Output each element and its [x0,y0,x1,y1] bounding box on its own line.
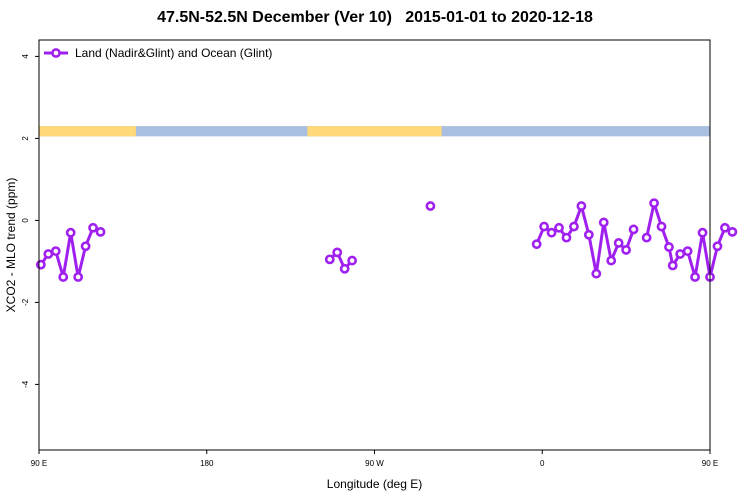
data-point-0-0-2 [50,246,61,257]
series-line-0-1 [328,250,354,271]
data-point-0-1-1 [332,247,343,258]
data-point-0-3-11 [613,238,624,248]
data-point-0-3-13 [628,224,639,235]
y-axis: 4 2 0 -2 -4 [21,54,39,388]
land-ocean-band [39,126,710,137]
data-point-0-3-10 [606,255,617,266]
x-tick-label-0: 90 E [31,459,47,468]
y-axis-title: XCO2 - MLO trend (ppm) [4,178,18,313]
data-point-0-0-3 [58,272,69,282]
y-tick-label-0: 4 [21,54,30,59]
data-point-0-4-10 [712,241,723,252]
data-point-0-2-0 [425,201,436,211]
data-point-0-4-7 [690,272,700,282]
legend-marker [51,48,61,58]
legend-entry: Land (Nadir&Glint) and Ocean (Glint) [75,46,272,60]
x-tick-label-1: 180 [200,459,214,468]
data-point-0-3-2 [546,227,557,238]
data-point-0-3-4 [561,232,572,243]
data-point-0-1-2 [339,263,350,274]
data-point-0-3-3 [554,222,564,233]
data-point-0-3-9 [598,217,609,228]
x-axis-title: Longitude (deg E) [327,477,422,491]
data-point-0-1-3 [347,255,358,266]
data-point-0-3-0 [531,239,542,250]
x-tick-label-3: 0 [540,459,545,468]
land-band-1 [307,126,442,137]
data-point-0-0-5 [73,272,84,282]
data-point-0-4-6 [682,246,693,257]
data-point-0-3-6 [576,201,587,211]
data-point-0-0-1 [43,249,54,259]
data-point-0-0-8 [95,226,106,237]
data-point-0-4-1 [649,198,659,209]
x-tick-label-4: 90 E [702,459,718,468]
x-tick-label-2: 90 W [365,459,384,468]
series-line-0-4 [645,201,734,279]
x-axis: 90 E 180 90 W 0 90 E [31,450,718,468]
data-point-0-3-12 [621,245,632,255]
y-tick-label-3: -2 [21,298,30,306]
data-point-0-4-4 [667,260,678,271]
data-point-0-4-2 [656,221,667,232]
data-point-0-4-8 [697,227,708,238]
data-point-0-0-4 [65,227,76,238]
data-point-0-0-7 [88,222,98,233]
data-point-0-1-0 [324,254,335,265]
data-point-0-4-11 [720,222,730,233]
data-point-0-3-8 [591,268,602,279]
y-tick-label-4: -4 [21,380,30,388]
data-point-0-0-6 [80,241,91,252]
chart-title: 47.5N-52.5N December (Ver 10) 2015-01-01… [157,9,593,26]
land-band-0 [39,126,136,137]
y-tick-label-1: 2 [21,136,30,141]
data-point-0-3-7 [583,229,594,240]
series-layer [35,198,738,282]
legend: Land (Nadir&Glint) and Ocean (Glint) [44,46,272,60]
data-point-0-0-0 [35,259,46,270]
data-point-0-3-5 [569,221,579,232]
data-point-0-4-3 [664,242,674,252]
y-tick-label-2: 0 [21,218,30,223]
data-point-0-4-0 [641,232,652,243]
data-point-0-4-12 [727,226,738,237]
data-point-0-3-1 [539,221,550,232]
data-point-0-4-5 [675,249,686,259]
